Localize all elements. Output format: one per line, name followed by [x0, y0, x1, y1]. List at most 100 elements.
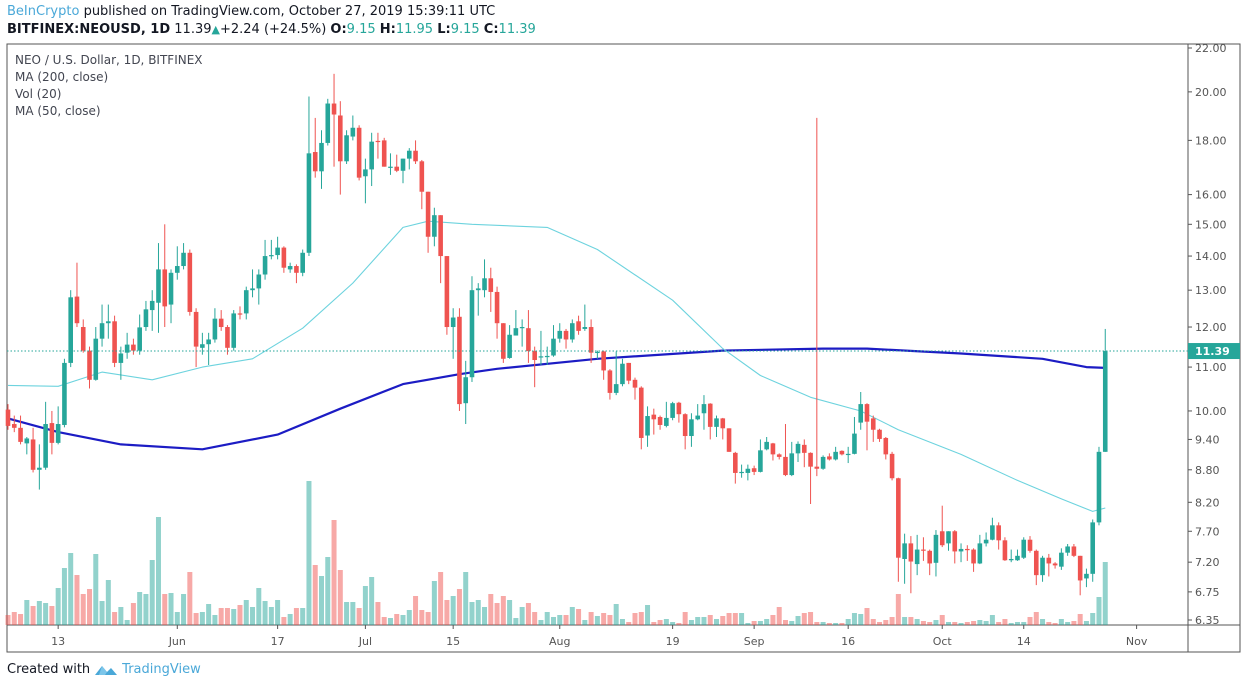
- candle: [482, 259, 487, 298]
- volume-bar: [569, 607, 575, 625]
- volume-bar: [130, 603, 136, 625]
- candle-body: [331, 103, 337, 115]
- candle-body: [638, 387, 644, 438]
- candle-body: [24, 438, 30, 444]
- candle: [80, 319, 86, 353]
- candle: [212, 308, 218, 343]
- candle-body: [789, 453, 795, 476]
- candle-body: [106, 321, 111, 324]
- candle: [99, 304, 105, 347]
- volume-bar: [563, 615, 569, 625]
- symbol: BITFINEX:NEOUSD, 1D: [7, 22, 171, 37]
- tradingview-logo-icon: [95, 665, 118, 675]
- candle-body: [325, 103, 331, 143]
- last-price-label: 11.39: [1195, 345, 1230, 358]
- price-tick-label: 20.00: [1195, 86, 1227, 99]
- candle-body: [350, 127, 356, 137]
- price-tick-label: 22.00: [1195, 42, 1227, 55]
- candle: [626, 362, 632, 385]
- volume-bar: [212, 615, 218, 625]
- volume-bar: [394, 614, 400, 625]
- tradingview-brand[interactable]: TradingView: [122, 662, 201, 677]
- price-tick-label: 7.70: [1195, 525, 1220, 538]
- candle: [613, 351, 619, 396]
- candle: [983, 532, 989, 547]
- volume-bar: [250, 607, 256, 625]
- volume-bar: [964, 622, 970, 625]
- volume-bar: [946, 622, 951, 625]
- candle: [845, 446, 851, 464]
- volume-bar: [24, 600, 30, 625]
- legend-ma200[interactable]: MA (200, close): [15, 70, 109, 84]
- candle-body: [388, 166, 393, 168]
- volume-bar: [99, 601, 105, 625]
- volume-bar: [801, 613, 807, 625]
- candle-body: [488, 278, 494, 292]
- volume-bar: [93, 554, 99, 625]
- candle: [877, 428, 882, 442]
- candle-body: [770, 443, 776, 455]
- volume-bar: [626, 622, 632, 625]
- candle: [413, 140, 418, 164]
- candle-body: [996, 525, 1001, 541]
- candle: [143, 300, 149, 331]
- volume-bar: [544, 612, 550, 625]
- candle-body: [1090, 522, 1096, 574]
- publisher-name[interactable]: BeInCrypto: [7, 4, 80, 19]
- volume-bar: [456, 589, 462, 625]
- candle: [1046, 553, 1052, 577]
- candle: [739, 464, 744, 478]
- volume-bar: [939, 615, 945, 625]
- candle-body: [532, 351, 537, 361]
- candle-body: [43, 424, 48, 468]
- candle: [149, 290, 155, 331]
- candle-body: [877, 429, 882, 439]
- candle: [1090, 519, 1096, 582]
- candle: [532, 346, 537, 388]
- candle: [914, 534, 920, 576]
- candle-body: [795, 443, 801, 454]
- candle-body: [563, 330, 569, 340]
- volume-bar: [463, 572, 469, 625]
- volume-bar: [11, 612, 17, 625]
- candle: [701, 395, 707, 430]
- volume-bar: [43, 603, 49, 625]
- candle-body: [187, 252, 193, 312]
- candle: [965, 545, 970, 561]
- candle-body: [312, 152, 318, 172]
- candle: [651, 408, 657, 435]
- candle: [557, 323, 563, 343]
- candle-body: [883, 437, 889, 455]
- candle-body: [632, 379, 638, 388]
- candle: [689, 413, 694, 447]
- volume-bar: [613, 604, 619, 625]
- candle: [889, 451, 895, 481]
- candle-body: [137, 327, 142, 351]
- candle-body: [287, 266, 293, 270]
- volume-bar: [482, 607, 488, 625]
- legend-ma50[interactable]: MA (50, close): [15, 104, 101, 118]
- candle: [218, 310, 224, 331]
- candle: [864, 403, 870, 451]
- candle-body: [450, 317, 456, 328]
- volume-bar: [870, 619, 876, 625]
- low-label: L:: [437, 22, 451, 37]
- candle-body: [369, 141, 374, 170]
- candle: [300, 249, 305, 277]
- volume-bar: [275, 600, 281, 625]
- candle: [827, 453, 832, 461]
- candle: [319, 130, 324, 189]
- candle: [444, 256, 450, 335]
- candle-body: [406, 150, 412, 159]
- candle-body: [1077, 555, 1083, 581]
- legend-volume[interactable]: Vol (20): [15, 87, 62, 101]
- candle-body: [538, 356, 544, 358]
- candle: [106, 304, 111, 339]
- candle-body: [269, 255, 274, 257]
- candle: [764, 436, 769, 451]
- volume-bar: [1065, 622, 1071, 625]
- created-with-text: Created with: [7, 662, 91, 677]
- candle: [325, 98, 331, 146]
- volume-bar: [281, 617, 287, 625]
